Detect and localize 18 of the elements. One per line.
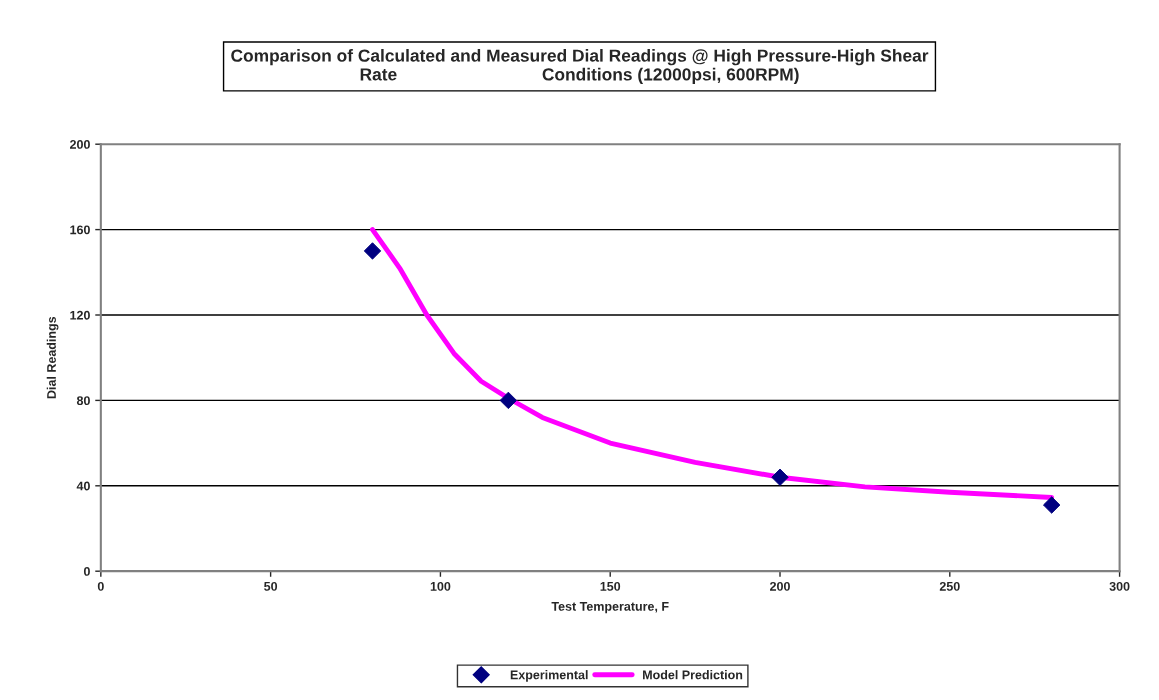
y-tick-label: 160 (70, 225, 90, 235)
legend-label: Experimental (510, 670, 588, 682)
y-tick-label: 40 (76, 481, 90, 491)
y-tick-label: 0 (83, 567, 90, 576)
x-tick-label: 0 (97, 581, 104, 591)
x-tick-label: 100 (430, 581, 451, 591)
y-tick-label: 200 (70, 140, 90, 149)
x-axis-title: Test Temperature, F (551, 602, 669, 614)
x-tick-label: 150 (600, 581, 621, 591)
x-tick-label: 200 (770, 581, 790, 591)
y-tick-label: 120 (70, 310, 90, 320)
y-tick-label: 80 (76, 396, 90, 406)
x-tick-label: 250 (939, 581, 960, 591)
x-tick-label: 300 (1109, 581, 1130, 591)
x-tick-label: 50 (264, 581, 278, 591)
chart-title: Comparison of Calculated and Measured Dial Readings @ High Pressure-High Shear Rate Conditions (12000psi, 600RPM) (231, 49, 929, 84)
legend-label: Model Prediction (643, 670, 743, 680)
y-axis-title: Dial Readings (46, 316, 59, 399)
